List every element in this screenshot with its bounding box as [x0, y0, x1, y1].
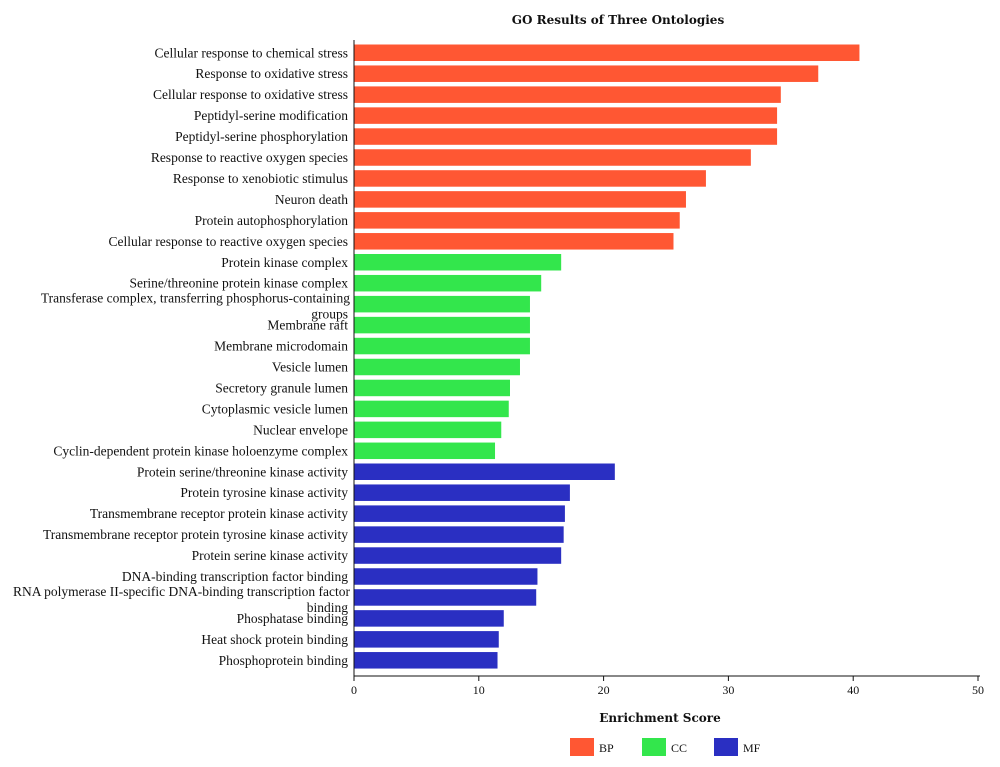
category-label: Peptidyl-serine phosphorylation: [175, 129, 348, 144]
category-label: Protein serine/threonine kinase activity: [137, 464, 348, 479]
bar-cc: [354, 358, 520, 376]
category-label: Cytoplasmic vesicle lumen: [202, 401, 348, 416]
bar-bp: [354, 191, 686, 208]
bar-mf: [354, 631, 499, 648]
bar-mf: [354, 589, 537, 606]
category-label: Membrane microdomain: [214, 339, 348, 354]
bar-cc: [354, 442, 496, 460]
category-label: Transmembrane receptor protein tyrosine …: [43, 527, 348, 542]
bar-cc: [354, 295, 530, 313]
bar-mf: [354, 610, 504, 627]
legend-swatch-bp: [570, 738, 594, 756]
bar-bp: [354, 107, 778, 124]
x-tick-label: 0: [351, 683, 357, 697]
category-label: Phosphatase binding: [237, 611, 349, 626]
legend-label-bp: BP: [599, 741, 614, 755]
category-label: DNA-binding transcription factor binding: [122, 569, 348, 584]
category-label: Serine/threonine protein kinase complex: [129, 276, 348, 291]
category-label: Transferase complex, transferring phosph…: [41, 291, 350, 322]
category-label: RNA polymerase II-specific DNA-binding t…: [13, 584, 351, 615]
x-axis-title: Enrichment Score: [599, 711, 721, 725]
x-tick-label: 30: [722, 683, 734, 697]
category-label: Neuron death: [275, 192, 348, 207]
x-tick-label: 20: [598, 683, 610, 697]
bar-mf: [354, 547, 562, 564]
bar-mf: [354, 526, 564, 543]
bar-cc: [354, 254, 562, 271]
category-label: Response to reactive oxygen species: [151, 150, 348, 165]
category-label: Vesicle lumen: [272, 360, 348, 375]
bar-cc: [354, 316, 530, 334]
category-label: Protein autophosphorylation: [195, 213, 349, 228]
chart-title: GO Results of Three Ontologies: [512, 13, 725, 27]
category-labels: Cellular response to chemical stress Resp…: [13, 45, 351, 668]
bar-bp: [354, 233, 674, 250]
x-tick-label: 10: [473, 683, 485, 697]
category-label: Cellular response to chemical stress: [155, 45, 348, 60]
bar-mf: [354, 484, 570, 501]
x-tick-label: 50: [972, 683, 984, 697]
bar-bp: [354, 170, 706, 187]
bar-bp: [354, 212, 680, 229]
category-label: Nuclear envelope: [253, 422, 348, 437]
category-label: Phosphoprotein binding: [219, 653, 349, 668]
bar-mf: [354, 568, 538, 585]
legend-swatch-cc: [642, 738, 666, 756]
category-label: Response to oxidative stress: [195, 66, 348, 81]
category-label: Response to xenobiotic stimulus: [173, 171, 348, 186]
category-label: Protein tyrosine kinase activity: [180, 485, 348, 500]
category-label: Membrane raft: [267, 318, 348, 333]
bar-mf: [354, 505, 565, 522]
bar-cc: [354, 337, 530, 355]
bar-mf: [354, 652, 498, 669]
category-label: Protein serine kinase activity: [192, 548, 349, 563]
legend: BP CC MF: [570, 738, 761, 756]
bar-cc: [354, 274, 542, 292]
bar-bp: [354, 44, 860, 61]
x-tick-label: 40: [847, 683, 859, 697]
category-label: Cellular response to reactive oxygen spe…: [108, 234, 348, 249]
bar-cc: [354, 400, 509, 418]
bars-layer: [354, 44, 860, 669]
legend-label-cc: CC: [671, 741, 687, 755]
category-label: Peptidyl-serine modification: [194, 108, 348, 123]
bar-cc: [354, 379, 510, 397]
category-label: Transmembrane receptor protein kinase ac…: [90, 506, 348, 521]
x-axis: 0 10 20 30 40 50: [351, 40, 984, 697]
legend-swatch-mf: [714, 738, 738, 756]
category-label: Secretory granule lumen: [215, 380, 348, 395]
bar-cc: [354, 421, 502, 439]
category-label: Heat shock protein binding: [201, 632, 348, 647]
bar-bp: [354, 65, 819, 82]
category-label: Protein kinase complex: [221, 255, 348, 270]
bar-bp: [354, 86, 781, 103]
category-label: Cellular response to oxidative stress: [153, 87, 348, 102]
bar-bp: [354, 128, 778, 145]
category-label: Cyclin-dependent protein kinase holoenzy…: [53, 443, 348, 458]
legend-label-mf: MF: [743, 741, 761, 755]
bar-bp: [354, 149, 751, 166]
bar-mf: [354, 463, 615, 480]
